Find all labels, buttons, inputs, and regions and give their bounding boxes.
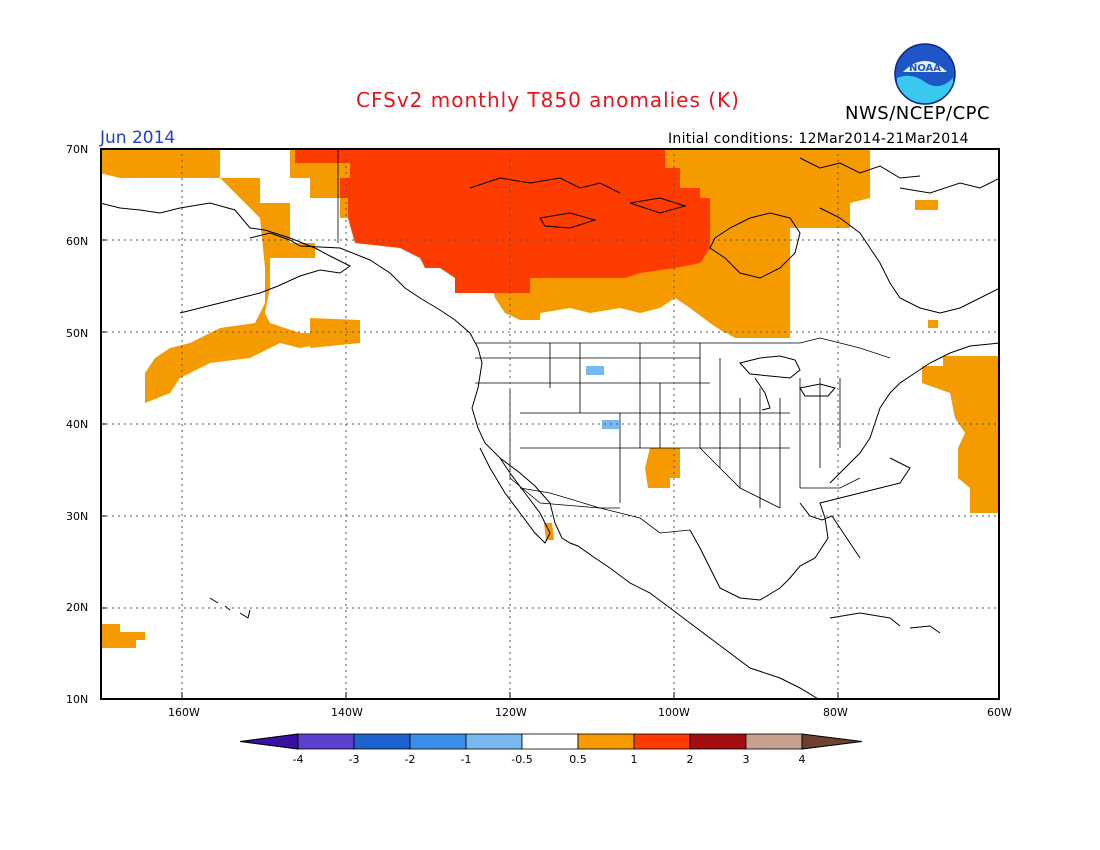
colorbar-label: 2 xyxy=(687,753,694,765)
lon-label: 160W xyxy=(168,706,200,719)
lat-label: 60N xyxy=(66,235,89,248)
colorbar: -4 -3 -2 -1 -0.5 0.5 1 2 3 4 xyxy=(240,733,863,765)
lon-label: 140W xyxy=(331,706,363,719)
noaa-logo-text: NOAA xyxy=(909,63,941,74)
anomaly-map xyxy=(100,148,1000,700)
colorbar-segment xyxy=(689,733,747,750)
lon-label: 100W xyxy=(658,706,690,719)
lat-label: 30N xyxy=(66,510,89,523)
noaa-logo: NOAA xyxy=(893,42,957,110)
colorbar-segment xyxy=(297,733,355,750)
colorbar-segment xyxy=(465,733,523,750)
graticule xyxy=(100,148,1000,700)
lat-label: 40N xyxy=(66,418,89,431)
colorbar-segment xyxy=(633,733,691,750)
lat-label: 50N xyxy=(66,327,89,340)
colorbar-label: -2 xyxy=(405,753,416,765)
colorbar-segment xyxy=(353,733,411,750)
lat-label: 20N xyxy=(66,601,89,614)
colorbar-label: -1 xyxy=(461,753,472,765)
colorbar-segment xyxy=(577,733,635,750)
colorbar-segment xyxy=(801,733,863,750)
lon-label: 120W xyxy=(495,706,527,719)
colorbar-label: -4 xyxy=(293,753,304,765)
map-frame xyxy=(100,148,1000,700)
initial-conditions: Initial conditions: 12Mar2014-21Mar2014 xyxy=(668,131,969,147)
lat-label: 70N xyxy=(66,143,89,156)
lon-label: 60W xyxy=(987,706,1012,719)
colorbar-label: 1 xyxy=(631,753,638,765)
colorbar-label: -0.5 xyxy=(511,753,532,765)
forecast-month: Jun 2014 xyxy=(100,128,176,148)
political-borders xyxy=(337,150,891,534)
colorbar-segment xyxy=(521,733,579,750)
colorbar-label: -3 xyxy=(349,753,360,765)
colorbar-label: 4 xyxy=(799,753,806,765)
map-title: CFSv2 monthly T850 anomalies (K) xyxy=(356,88,740,112)
lat-label: 10N xyxy=(66,693,89,706)
colorbar-segment xyxy=(745,733,803,750)
colorbar-segment xyxy=(409,733,467,750)
agency-label: NWS/NCEP/CPC xyxy=(845,103,991,124)
colorbar-label: 3 xyxy=(743,753,750,765)
colorbar-label: 0.5 xyxy=(569,753,587,765)
lon-label: 80W xyxy=(823,706,848,719)
colorbar-segment xyxy=(240,733,299,750)
